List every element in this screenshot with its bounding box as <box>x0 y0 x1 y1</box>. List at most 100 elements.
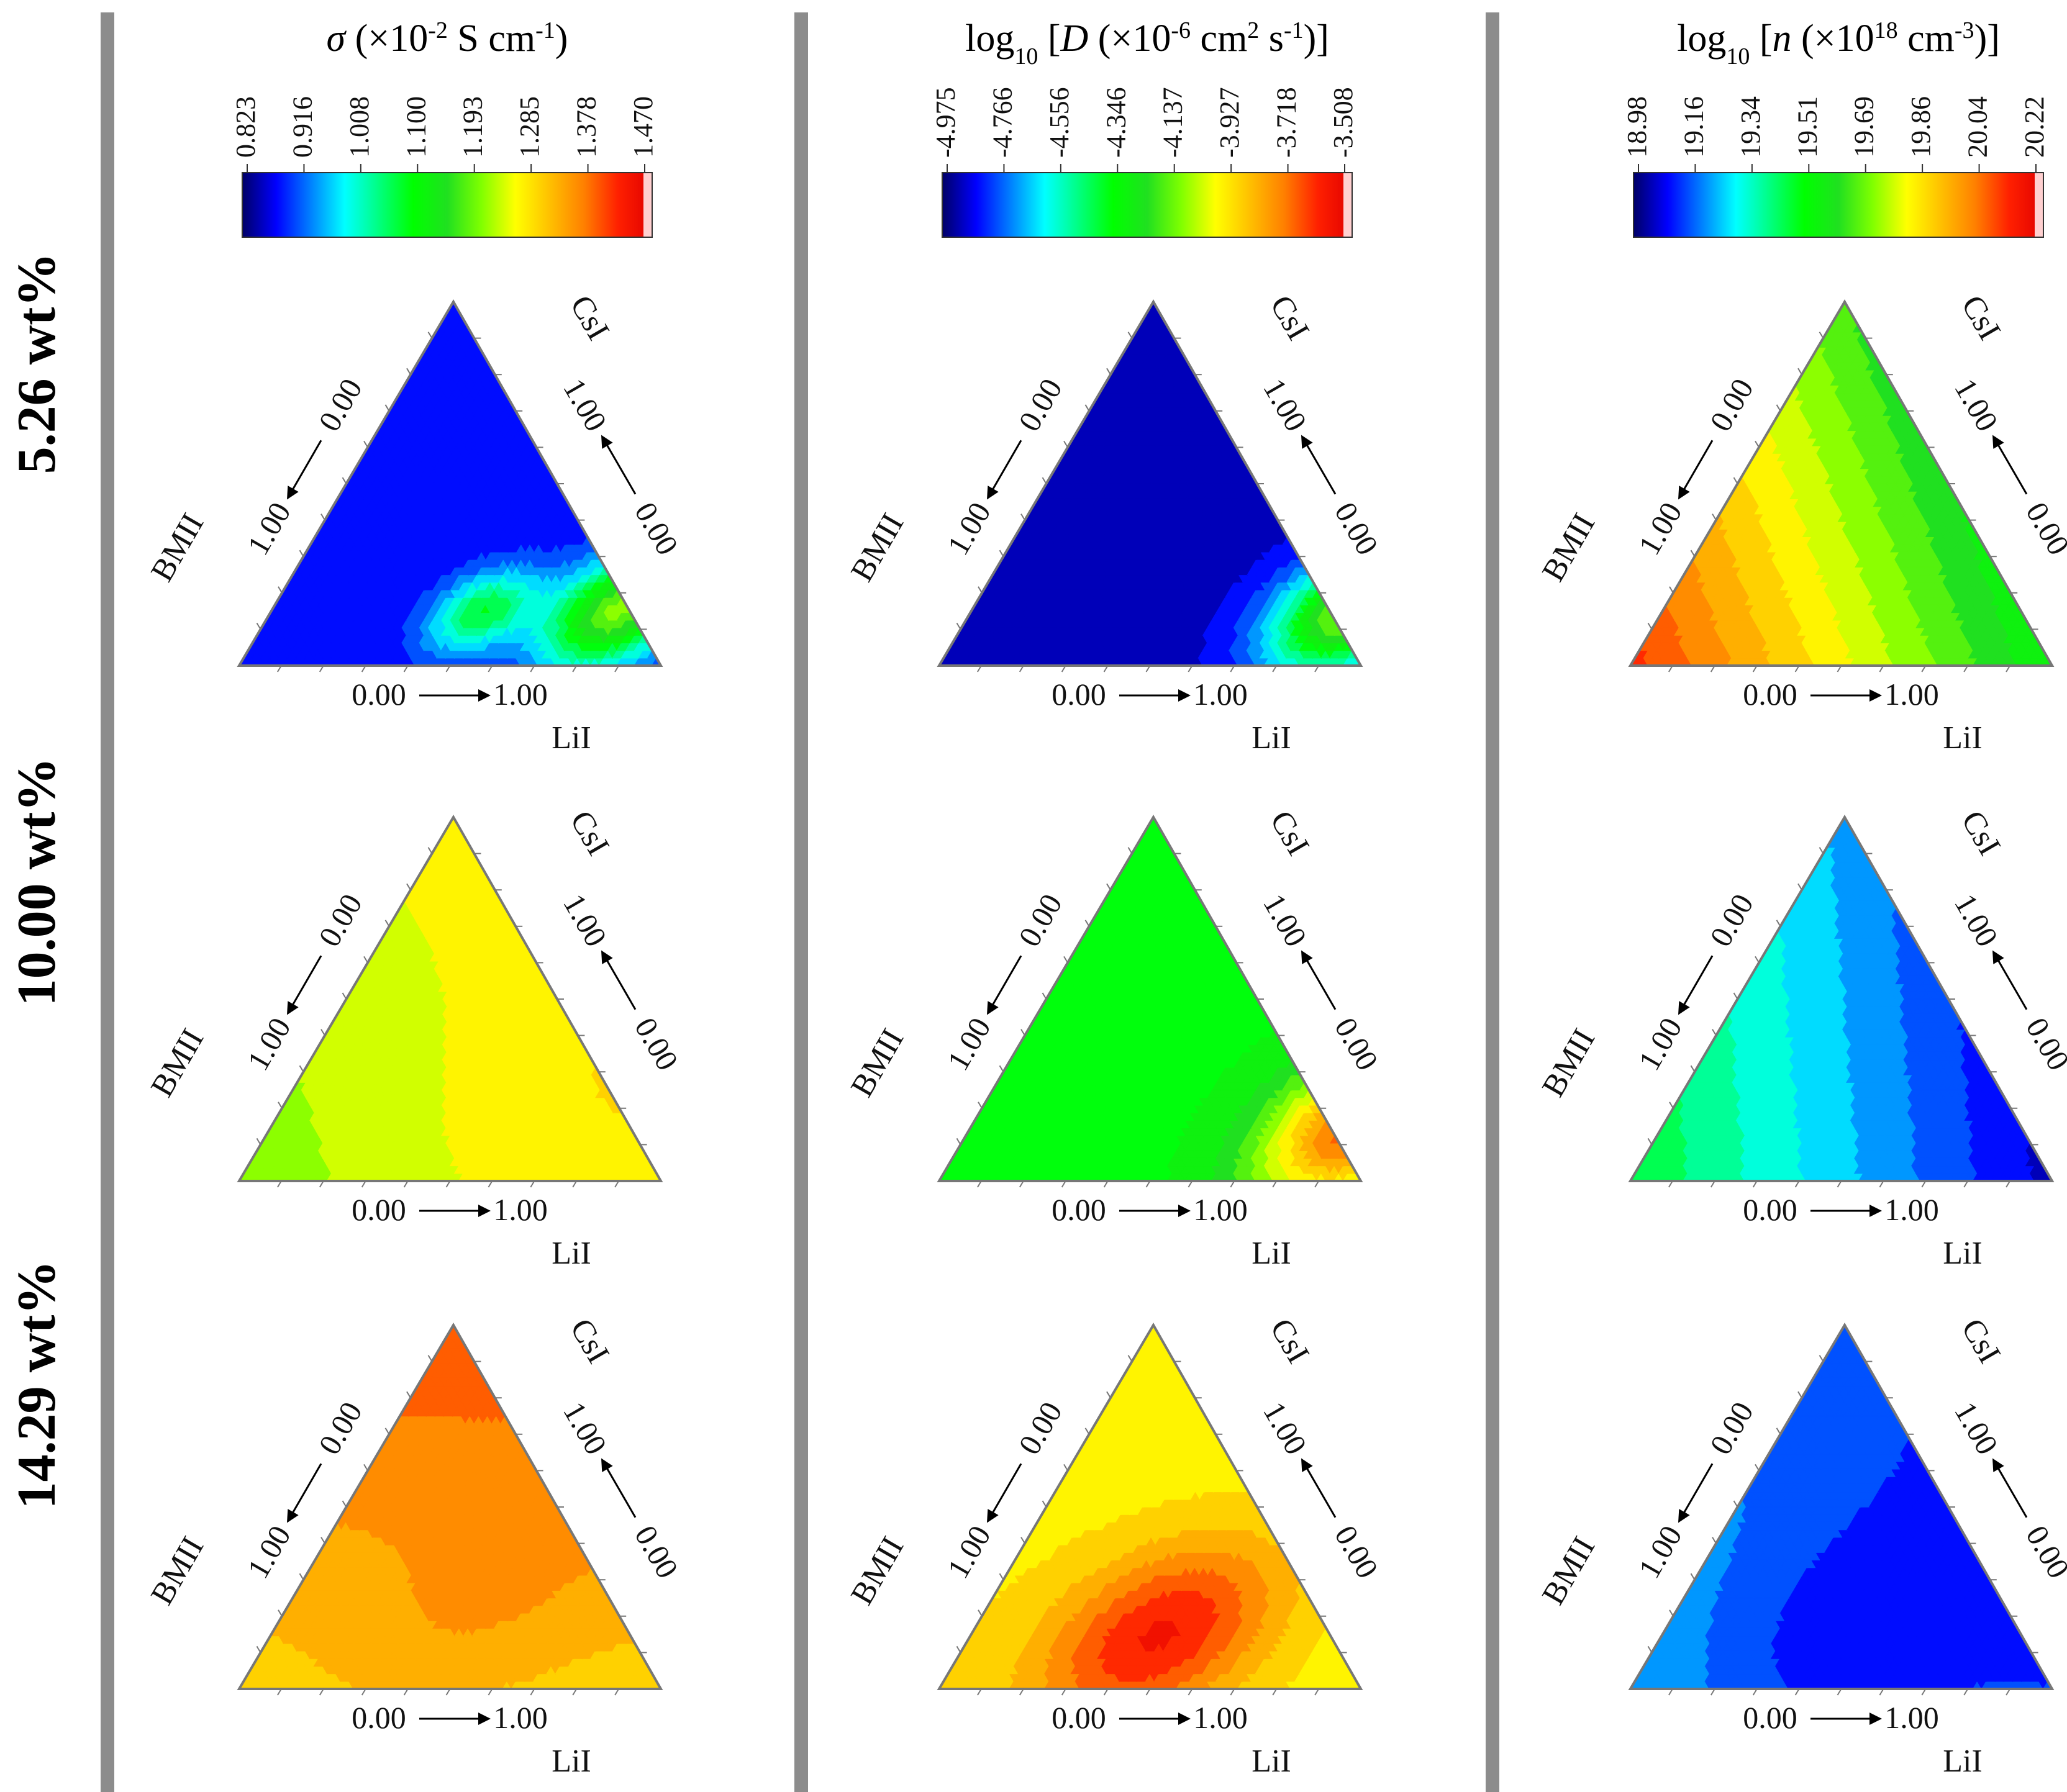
colorbar-tick-label: 19.86 <box>1906 96 1936 158</box>
colorbar-frame <box>942 172 1353 238</box>
frame-tick <box>384 404 390 412</box>
frame-tick <box>1063 440 1068 448</box>
row-label: 14.29 wt% <box>7 1260 67 1509</box>
bmii-axis-end: 0.00 <box>1012 373 1069 437</box>
column-title-text: σ (×10-2 S cm-1) <box>327 17 568 60</box>
contour-fill <box>939 302 1361 666</box>
lii-axis-start: 0.00 <box>1052 677 1106 712</box>
colorbar-2: -4.975 -4.766 -4.556 -4.346 -4.137 -3.927 -3.7… <box>930 87 1358 238</box>
column-title-2: log10 [D (×10-6 cm2 s-1)] <box>965 17 1329 70</box>
frame-tick <box>1127 332 1133 339</box>
frame-tick <box>978 586 983 594</box>
colorbar-tick-label: 1.008 <box>344 96 375 158</box>
csi-axis-end: 0.00 <box>628 496 685 561</box>
colorbar-tick-label: -4.975 <box>930 87 961 158</box>
lii-axis-end: 1.00 <box>1193 677 1248 712</box>
csi-axis-start: 1.00 <box>556 373 614 437</box>
column-titles: σ (×10-2 S cm-1) log10 [D (×10-6 cm2 s-1)… <box>327 17 2000 70</box>
csi-axis-arrow <box>1303 440 1337 495</box>
bmii-axis-label: BMII <box>144 507 211 587</box>
column-title-1: σ (×10-2 S cm-1) <box>327 17 568 60</box>
lii-axis-arrowhead <box>1178 689 1191 702</box>
row-label: 5.26 wt% <box>7 253 67 474</box>
frame-tick <box>278 586 283 594</box>
frame-tick <box>299 550 304 557</box>
frame-tick <box>1042 477 1047 484</box>
frame-tick <box>1020 514 1025 521</box>
colorbar-tick-label: 19.34 <box>1735 96 1766 158</box>
column-separator <box>101 12 114 1792</box>
colorbar-tick-label: 18.98 <box>1622 96 1652 158</box>
colorbar-tick-label: -4.346 <box>1101 87 1131 158</box>
frame-tick <box>320 514 325 521</box>
row-label: 10.00 wt% <box>7 758 67 1007</box>
colorbar-tick-label: 19.51 <box>1792 96 1822 158</box>
frame-tick <box>999 550 1004 557</box>
lii-axis-start: 0.00 <box>352 677 406 712</box>
bmii-axis-arrow <box>989 440 1022 495</box>
column-separator <box>1486 12 1499 1792</box>
csi-axis-end: 0.00 <box>1328 496 1385 561</box>
contour-fill <box>1630 302 2052 666</box>
colorbar-gradient <box>942 173 1352 237</box>
colorbar-tick-label: 1.285 <box>514 96 545 158</box>
colorbar-gradient <box>242 173 652 237</box>
bmii-axis-start: 1.00 <box>940 496 997 561</box>
colorbar-1: 0.823 0.916 1.008 1.100 1.193 1.285 1.378 1.470 <box>230 96 658 238</box>
csi-axis-label: CsI <box>1263 289 1316 346</box>
colorbar-tick-label: 1.378 <box>571 96 602 158</box>
colorbar-tick-label: -4.137 <box>1158 87 1188 158</box>
frame-tick <box>363 440 368 448</box>
frame-tick <box>956 622 961 630</box>
bmii-axis-start: 1.00 <box>240 496 298 561</box>
csi-axis-arrowhead <box>1301 435 1313 449</box>
csi-axis-label: CsI <box>563 289 616 346</box>
colorbar-tick-label: -4.766 <box>987 87 1017 158</box>
lii-axis-label: LiI <box>552 720 591 756</box>
bmii-axis-arrowhead <box>287 486 299 500</box>
row-labels: 5.26 wt% 10.00 wt% 14.29 wt% <box>7 253 67 1509</box>
column-title-text: log10 [D (×10-6 cm2 s-1)] <box>965 17 1329 70</box>
frame-tick <box>427 332 433 339</box>
column-title-3: log10 [n (×1018 cm-3)] <box>1677 17 2000 70</box>
colorbar-tick-label: 0.916 <box>287 96 317 158</box>
colorbar-end-cap <box>643 173 652 237</box>
frame-tick <box>256 622 261 630</box>
colorbar-end-cap <box>2035 173 2043 237</box>
colorbar-tick-label: 20.22 <box>2019 96 2050 158</box>
column-separator <box>794 12 808 1792</box>
colorbar-tick-label: 1.470 <box>628 96 658 158</box>
bmii-axis-arrowhead <box>987 486 999 500</box>
colorbar-frame <box>1633 172 2044 238</box>
colorbar-gradient <box>1633 173 2043 237</box>
colorbar-tick-label: 19.16 <box>1678 96 1709 158</box>
colorbar-end-cap <box>1343 173 1352 237</box>
colorbar-tick-label: 1.100 <box>401 96 431 158</box>
column-title-text: log10 [n (×1018 cm-3)] <box>1677 17 2000 70</box>
colorbar-tick-label: 1.193 <box>458 96 488 158</box>
column-separators <box>101 12 1499 1792</box>
frame-tick <box>406 368 411 375</box>
lii-axis-end: 1.00 <box>493 677 548 712</box>
lii-axis-arrowhead <box>478 689 491 702</box>
colorbar-frame <box>242 172 653 238</box>
colorbars: 0.823 0.916 1.008 1.100 1.193 1.285 1.378 1.470… <box>230 87 2050 238</box>
csi-axis-start: 1.00 <box>1256 373 1314 437</box>
csi-axis-arrow <box>603 440 637 495</box>
colorbar-tick-label: -4.556 <box>1044 87 1074 158</box>
colorbar-tick-label: 20.04 <box>1963 96 1993 158</box>
colorbar-tick-label: -3.508 <box>1328 87 1358 158</box>
frame-tick <box>1106 368 1111 375</box>
colorbar-3: 18.98 19.16 19.34 19.51 19.69 19.86 20.04 20.22 <box>1622 96 2050 238</box>
colorbar-tick-label: -3.718 <box>1271 87 1302 158</box>
bmii-axis-end: 0.00 <box>312 373 369 437</box>
lii-axis-label: LiI <box>1252 720 1291 756</box>
colorbar-tick-label: -3.927 <box>1214 87 1245 158</box>
colorbar-tick-label: 19.69 <box>1849 96 1879 158</box>
